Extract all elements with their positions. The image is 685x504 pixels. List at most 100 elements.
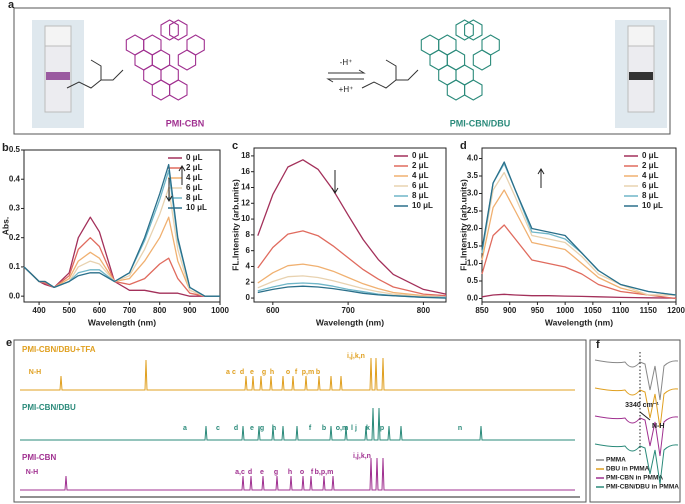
peak-label: d (240, 369, 244, 376)
y-tick-label: 0.2 (9, 233, 21, 242)
legend-label: PMMA (606, 457, 626, 464)
equilibrium-arrows (326, 69, 366, 83)
ring (446, 79, 466, 101)
peak-label: k (366, 425, 370, 432)
y-tick-label: 2.0 (467, 224, 479, 233)
y-tick-label: 2.5 (467, 206, 479, 215)
legend-label: 10 μL (186, 203, 207, 212)
x-tick-label: 1000 (211, 306, 229, 315)
peak-label: g (262, 369, 266, 376)
reaction-label: -H⁺ (340, 58, 353, 67)
legend-label: 2 μL (186, 163, 203, 172)
legend-label: PMI-CBN in PMMA (606, 475, 663, 482)
legend-label: 6 μL (186, 183, 203, 192)
trace-label: PMI-CBN (22, 453, 56, 462)
x-tick-label: 950 (531, 306, 545, 315)
series-line (257, 275, 447, 298)
series-line (257, 285, 447, 299)
ring (160, 19, 179, 41)
x-tick-label: 850 (475, 306, 489, 315)
panel-label: d (460, 140, 467, 152)
peak-label: a (226, 369, 230, 376)
legend-label: 4 μL (186, 173, 203, 182)
annotation: N-H (652, 423, 664, 430)
x-tick-label: 1150 (640, 306, 658, 315)
x-axis-label: Wavelength (nm) (316, 317, 384, 327)
y-tick-label: 2 (246, 277, 251, 286)
plot-frame (23, 149, 221, 303)
ring (169, 19, 188, 41)
ir-spectrum (594, 359, 679, 401)
peak-label: a (183, 425, 187, 432)
panel-label: a (8, 0, 15, 11)
legend-label: 10 μL (642, 201, 663, 210)
x-tick-label: 900 (503, 306, 517, 315)
ring (455, 19, 474, 41)
peak-label: c (232, 369, 236, 376)
x-tick-label: 1000 (556, 306, 574, 315)
y-tick-label: 14 (241, 183, 250, 192)
peak-label: b (322, 425, 326, 432)
peak-label: p,m (302, 369, 314, 376)
peak-label: l (351, 425, 353, 432)
peak-label: f (309, 425, 312, 432)
y-tick-label: 12 (241, 198, 250, 207)
trend-arrow (178, 165, 186, 185)
legend-label: 0 μL (186, 153, 203, 162)
y-tick-label: 0.0 (467, 294, 479, 303)
x-tick-label: 800 (153, 306, 167, 315)
peak-label: d (234, 425, 238, 432)
ir-spectrum (594, 387, 679, 429)
peak-label: e (250, 369, 254, 376)
y-tick-label: 16 (241, 167, 250, 176)
peak-label: b,p,m (315, 469, 334, 476)
vial-right (615, 20, 667, 128)
peak-label: f (311, 469, 314, 476)
panel-label: f (596, 339, 600, 351)
peak-label: h (270, 369, 274, 376)
ir-spectrum (594, 415, 679, 457)
legend-label: 4 μL (642, 171, 659, 180)
panel-label: b (2, 142, 9, 154)
legend-label: 10 μL (412, 201, 433, 210)
ring (186, 34, 205, 56)
series-line (481, 224, 677, 300)
x-tick-label: 400 (32, 306, 46, 315)
y-tick-label: 10 (241, 214, 250, 223)
peak-label: h (288, 469, 292, 476)
peak-label: o (300, 469, 304, 476)
x-tick-label: 1200 (667, 306, 685, 315)
y-tick-label: 0.5 (467, 276, 479, 285)
legend-label: 4 μL (412, 171, 429, 180)
x-tick-label: 600 (93, 306, 107, 315)
y-axis-label: Abs. (0, 217, 10, 235)
legend-label: 2 μL (642, 161, 659, 170)
x-axis-label: Wavelength (nm) (88, 317, 156, 327)
x-tick-label: 800 (417, 306, 431, 315)
peak-label: g (274, 469, 278, 476)
series-line (257, 230, 447, 297)
alkyl-chain (361, 59, 419, 89)
x-tick-label: 700 (341, 306, 355, 315)
y-tick-label: 3.5 (467, 171, 479, 180)
trace-label: PMI-CBN/DBU (22, 403, 76, 412)
series-line (481, 189, 676, 296)
legend-label: PMI-CBN/DBU in PMMA (606, 484, 679, 491)
peak-label: d (248, 469, 252, 476)
panel-e-frame (13, 339, 587, 503)
peak-label: o,m (336, 425, 348, 432)
peak-label: c (216, 425, 220, 432)
y-tick-label: 1.5 (467, 241, 479, 250)
x-axis-label: Wavelength (nm) (545, 317, 613, 327)
y-tick-label: 1.0 (467, 259, 479, 268)
peak-label: N-H (26, 469, 38, 476)
nmr-spectrum (20, 407, 575, 441)
y-tick-label: 3.0 (467, 189, 479, 198)
x-tick-label: 600 (266, 306, 280, 315)
legend-label: 2 μL (412, 161, 429, 170)
ring (464, 19, 483, 41)
peak-label: g (260, 425, 264, 432)
y-axis-label: FL.Intensity (arb.units) (458, 179, 468, 271)
trend-arrow (165, 178, 173, 202)
